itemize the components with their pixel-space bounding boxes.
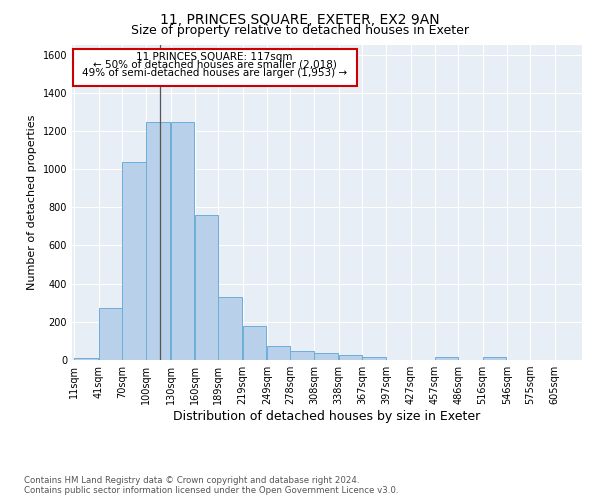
Bar (435, 357, 458, 360)
Text: 49% of semi-detached houses are larger (1,953) →: 49% of semi-detached houses are larger (… (82, 68, 347, 78)
Bar (339, 355, 362, 360)
Text: Contains HM Land Registry data © Crown copyright and database right 2024.
Contai: Contains HM Land Registry data © Crown c… (24, 476, 398, 495)
Y-axis label: Number of detached properties: Number of detached properties (27, 115, 37, 290)
Bar (98, 308, 122, 360)
Bar (195, 215, 218, 360)
Bar (74, 358, 98, 360)
Text: ← 50% of detached houses are smaller (2,018): ← 50% of detached houses are smaller (2,… (93, 60, 337, 70)
X-axis label: Distribution of detached houses by size in Exeter: Distribution of detached houses by size … (173, 410, 481, 423)
Bar (482, 357, 506, 360)
Bar (170, 122, 194, 360)
Bar (314, 354, 338, 360)
Text: Size of property relative to detached houses in Exeter: Size of property relative to detached ho… (131, 24, 469, 37)
Text: 11 PRINCES SQUARE: 117sqm: 11 PRINCES SQUARE: 117sqm (136, 52, 293, 62)
Text: 11, PRINCES SQUARE, EXETER, EX2 9AN: 11, PRINCES SQUARE, EXETER, EX2 9AN (160, 12, 440, 26)
Bar (267, 346, 290, 360)
Bar (242, 326, 266, 360)
Bar (290, 352, 314, 360)
Bar (362, 357, 386, 360)
FancyBboxPatch shape (73, 49, 356, 86)
Bar (122, 162, 146, 360)
Bar (218, 297, 242, 360)
Bar (146, 122, 170, 360)
